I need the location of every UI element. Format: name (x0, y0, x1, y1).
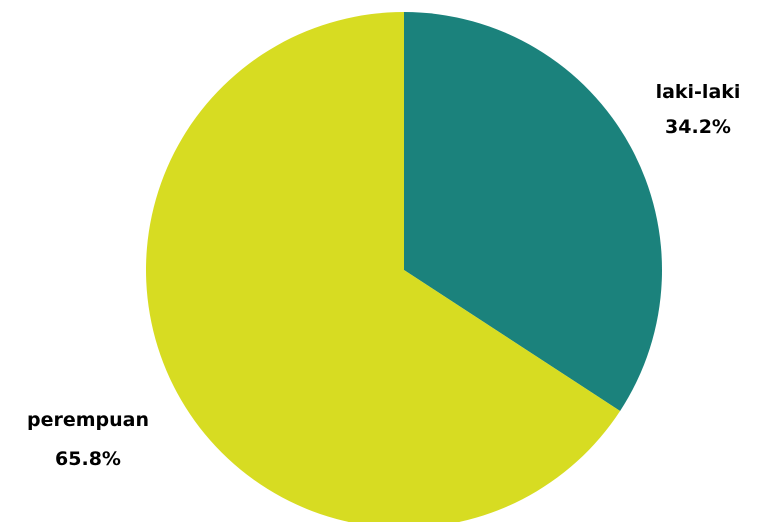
slice-value-laki-laki: 34.2% (665, 116, 731, 138)
slice-label-laki-laki: laki-laki (656, 81, 741, 103)
pie-slices (146, 12, 662, 522)
slice-value-perempuan: 65.8% (55, 448, 121, 470)
pie-slice-laki-laki (404, 12, 662, 411)
slice-label-perempuan: perempuan (27, 409, 149, 431)
slice-labels: laki-laki 34.2% perempuan 65.8% (27, 81, 740, 470)
pie-slice-perempuan (146, 12, 621, 522)
